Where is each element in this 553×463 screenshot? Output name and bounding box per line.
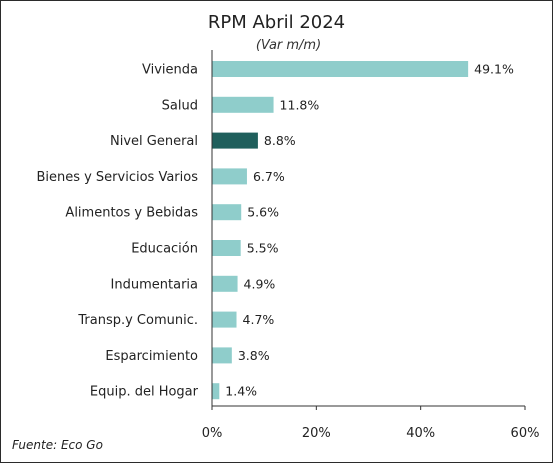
value-label-2: 8.8% bbox=[264, 133, 296, 148]
category-label-8: Esparcimiento bbox=[105, 349, 198, 364]
value-label-3: 6.7% bbox=[253, 169, 285, 184]
category-label-0: Vivienda bbox=[142, 63, 198, 78]
source-note: Fuente: Eco Go bbox=[12, 438, 103, 452]
value-label-6: 4.9% bbox=[244, 276, 276, 291]
bar-1 bbox=[212, 96, 274, 113]
x-tick-label-3: 60% bbox=[511, 426, 540, 441]
category-label-7: Transp.y Comunic. bbox=[77, 313, 198, 328]
value-label-9: 1.4% bbox=[225, 384, 257, 399]
category-label-5: Educación bbox=[131, 242, 198, 257]
category-label-3: Bienes y Servicios Varios bbox=[36, 170, 198, 185]
bar-0 bbox=[212, 61, 469, 77]
value-label-0: 49.1% bbox=[474, 62, 514, 77]
category-label-1: Salud bbox=[162, 98, 198, 113]
x-tick-label-2: 40% bbox=[406, 426, 435, 441]
x-tick-label-1: 20% bbox=[302, 426, 331, 441]
chart-title: RPM Abril 2024 bbox=[207, 12, 346, 33]
bar-2 bbox=[212, 132, 258, 149]
category-label-2: Nivel General bbox=[110, 134, 198, 149]
value-label-4: 5.6% bbox=[247, 205, 279, 220]
bar-9 bbox=[212, 383, 220, 400]
category-label-6: Indumentaria bbox=[111, 277, 198, 292]
value-label-7: 4.7% bbox=[243, 312, 275, 327]
bar-3 bbox=[212, 168, 247, 185]
category-label-9: Equip. del Hogar bbox=[90, 385, 199, 400]
x-tick-label-0: 0% bbox=[202, 426, 223, 441]
bar-5 bbox=[212, 240, 241, 256]
value-label-5: 5.5% bbox=[247, 241, 279, 256]
bar-7 bbox=[212, 311, 237, 328]
bar-6 bbox=[212, 275, 238, 292]
chart-subtitle: (Var m/m) bbox=[255, 38, 322, 53]
bar-4 bbox=[212, 204, 242, 221]
value-label-1: 11.8% bbox=[280, 97, 320, 112]
value-label-8: 3.8% bbox=[238, 348, 270, 363]
bar-8 bbox=[212, 347, 232, 364]
category-label-4: Alimentos y Bebidas bbox=[65, 206, 198, 221]
